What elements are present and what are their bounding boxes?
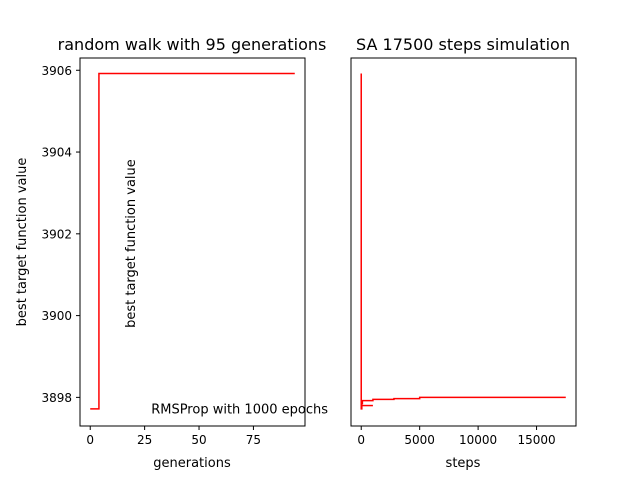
chart-right-series-line-0 bbox=[360, 73, 566, 410]
chart-right-x-tick-label: 5000 bbox=[404, 433, 435, 447]
chart-left-series-line-0 bbox=[90, 72, 295, 410]
chart-left-y-tick-label: 3904 bbox=[41, 146, 72, 160]
chart-left-series-group bbox=[90, 72, 295, 410]
chart-right-series-group bbox=[360, 73, 566, 410]
chart-right-x-axis-label: steps bbox=[446, 456, 481, 471]
chart-right-title: SA 17500 steps simulation bbox=[356, 35, 570, 54]
chart-left-ticks-group: 0 25 50 75 3898 3900 3902 3904 3906 bbox=[41, 64, 261, 447]
chart-right-x-tick-label: 0 bbox=[357, 433, 365, 447]
chart-left-y-tick-label: 3898 bbox=[41, 391, 72, 405]
chart-right: SA 17500 steps simulation 0 5000 10000 1500… bbox=[350, 35, 577, 471]
chart-left-annotation-1: RMSProp with 1000 epochs bbox=[151, 403, 328, 418]
chart-left-y-tick-label: 3906 bbox=[41, 64, 72, 78]
chart-left-annotations-group: best target function value RMSProp with 1… bbox=[124, 159, 328, 417]
chart-left-annotation-0: best target function value bbox=[124, 159, 139, 328]
chart-left-y-tick-label: 3900 bbox=[41, 309, 72, 323]
chart-left-x-tick-label: 75 bbox=[246, 433, 261, 447]
chart-right-x-tick-label: 10000 bbox=[459, 433, 497, 447]
chart-left-x-tick-label: 25 bbox=[137, 433, 152, 447]
chart-left-title: random walk with 95 generations bbox=[58, 35, 327, 54]
chart-right-plot-frame bbox=[350, 57, 577, 427]
chart-left-x-tick-label: 0 bbox=[86, 433, 94, 447]
chart-left: random walk with 95 generations 0 25 50 75 3… bbox=[15, 35, 328, 471]
chart-left-y-tick-label: 3902 bbox=[41, 227, 72, 241]
chart-right-ticks-group: 0 5000 10000 15000 bbox=[357, 426, 556, 447]
chart-left-x-tick-label: 50 bbox=[191, 433, 206, 447]
chart-left-x-axis-label: generations bbox=[153, 456, 231, 471]
chart-left-y-axis-label: best target function value bbox=[15, 158, 30, 327]
chart-right-x-tick-label: 15000 bbox=[517, 433, 555, 447]
chart-left-plot-frame bbox=[79, 57, 306, 427]
